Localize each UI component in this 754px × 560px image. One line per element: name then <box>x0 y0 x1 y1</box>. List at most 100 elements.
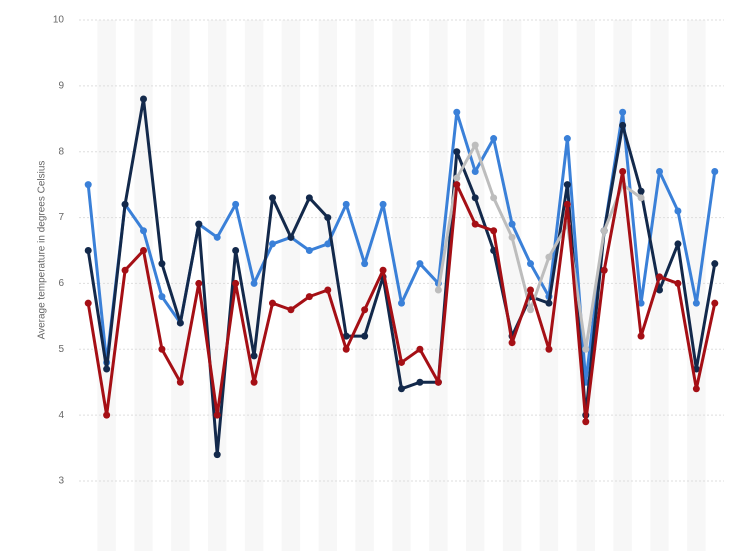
data-point <box>103 365 111 373</box>
category-band <box>576 20 595 551</box>
data-point <box>656 167 663 175</box>
data-point <box>637 194 645 202</box>
y-tick-label: 3 <box>58 476 64 487</box>
data-point <box>195 220 203 228</box>
data-point <box>508 233 516 241</box>
data-point <box>637 299 645 307</box>
data-point <box>453 181 461 189</box>
data-point <box>398 358 405 366</box>
data-point <box>213 233 221 241</box>
data-point <box>158 345 166 353</box>
data-point <box>656 273 663 281</box>
data-point <box>416 378 424 386</box>
category-band <box>466 20 485 551</box>
data-point <box>361 306 369 314</box>
data-point <box>453 174 461 182</box>
data-point <box>213 411 221 419</box>
data-point <box>508 339 516 347</box>
data-point <box>545 345 553 353</box>
data-point <box>416 260 424 268</box>
data-point <box>656 286 663 294</box>
data-point <box>711 299 719 307</box>
data-point <box>158 293 166 301</box>
y-tick-label: 9 <box>58 80 64 91</box>
data-point <box>269 240 276 248</box>
data-point <box>269 299 276 307</box>
data-point <box>232 247 240 254</box>
data-point <box>471 141 479 149</box>
data-point <box>287 233 295 241</box>
series-line <box>436 143 642 351</box>
data-point <box>232 200 240 208</box>
data-point <box>637 332 645 340</box>
data-point <box>434 286 442 294</box>
data-point <box>453 108 461 116</box>
y-tick-label: 10 <box>53 15 65 26</box>
data-point <box>471 167 479 175</box>
data-point <box>600 266 608 274</box>
data-point <box>250 378 258 386</box>
data-point <box>674 279 682 287</box>
data-point <box>527 286 534 294</box>
data-point <box>527 260 534 268</box>
data-point <box>121 200 129 208</box>
data-point <box>84 247 92 254</box>
category-band <box>502 20 522 551</box>
category-band <box>392 20 411 551</box>
data-point <box>471 220 479 228</box>
data-point <box>361 260 369 268</box>
data-point <box>600 227 608 235</box>
data-point <box>508 220 516 228</box>
data-point <box>287 306 295 314</box>
y-tick-label: 7 <box>58 212 64 223</box>
data-point <box>140 247 147 254</box>
data-point <box>140 95 147 103</box>
y-tick-label: 8 <box>58 146 64 157</box>
category-band <box>613 20 632 551</box>
data-point <box>324 214 332 222</box>
category-band <box>281 20 301 551</box>
data-point <box>250 279 258 287</box>
data-point <box>416 345 424 353</box>
data-point <box>637 187 645 195</box>
data-point <box>103 411 111 419</box>
data-point <box>582 345 590 353</box>
data-point <box>619 108 627 116</box>
data-point <box>674 240 682 248</box>
data-point <box>379 200 387 208</box>
data-point <box>250 352 258 360</box>
data-point <box>269 194 276 202</box>
data-point <box>711 167 719 175</box>
data-point <box>471 194 479 202</box>
data-point <box>490 135 498 143</box>
data-point <box>692 385 700 393</box>
data-point <box>342 345 350 353</box>
data-point <box>305 247 313 254</box>
y-tick-label: 5 <box>58 344 64 355</box>
y-tick-label: 4 <box>58 410 64 421</box>
data-point <box>361 332 369 340</box>
data-point <box>342 332 350 340</box>
data-point <box>232 279 240 287</box>
data-point <box>379 266 387 274</box>
data-point <box>619 167 627 175</box>
data-point <box>324 240 332 248</box>
data-point <box>305 194 313 202</box>
data-point <box>158 260 166 268</box>
data-point <box>545 253 553 261</box>
data-point <box>563 200 571 208</box>
data-point <box>582 418 590 426</box>
data-point <box>140 227 147 235</box>
data-point <box>305 293 313 301</box>
data-point <box>545 299 553 307</box>
category-band <box>355 20 374 551</box>
data-point <box>674 207 682 215</box>
data-point <box>490 194 498 202</box>
category-band <box>97 20 116 551</box>
data-point <box>490 227 498 235</box>
data-point <box>398 299 405 307</box>
data-point <box>176 378 184 386</box>
data-point <box>434 378 442 386</box>
data-point <box>84 299 92 307</box>
data-point <box>563 181 571 189</box>
